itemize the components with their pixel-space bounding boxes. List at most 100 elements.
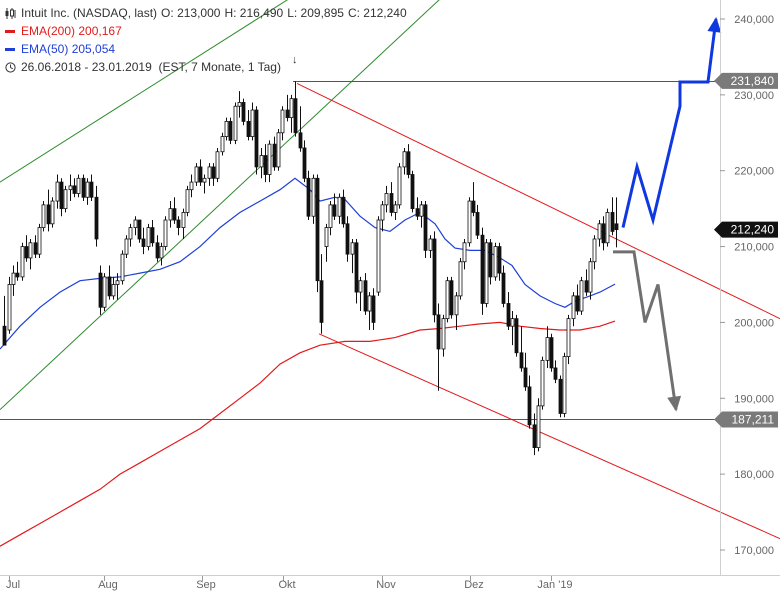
range-start-marker: ↓: [292, 54, 298, 66]
candle-body-down: [410, 174, 415, 210]
candle: [259, 147, 264, 179]
candle-body-down: [285, 109, 290, 119]
price-badge-shape: [714, 221, 778, 238]
x-axis: Jul Aug Sep Okt Nov Dez Jan '19: [0, 575, 780, 591]
candle-body-up: [207, 166, 212, 179]
candle: [63, 185, 68, 213]
candle: [246, 110, 251, 141]
candle-body-down: [415, 208, 420, 217]
candle: [189, 174, 194, 198]
candle-body-up: [7, 284, 12, 331]
candle-body-down: [137, 219, 142, 240]
candle-body-down: [558, 378, 563, 414]
candle: [81, 174, 86, 202]
candle-body-down: [514, 318, 519, 354]
candle-body-down: [449, 280, 454, 316]
candle-body-down: [24, 246, 29, 259]
candle-body-down: [263, 155, 268, 175]
candle-body-down: [155, 242, 160, 259]
candle: [280, 106, 285, 141]
price-badge-shape: [714, 411, 778, 428]
candle-body-up: [202, 177, 207, 183]
candle: [393, 201, 398, 221]
candle-body-up: [579, 280, 584, 312]
candle-body-down: [81, 177, 86, 198]
trend-lines: [0, 0, 780, 540]
candle: [146, 223, 151, 251]
candle: [514, 314, 519, 357]
candle: [76, 174, 81, 198]
candle: [484, 238, 489, 308]
candle: [224, 117, 229, 141]
candle-body-up: [185, 189, 190, 213]
legend-ema50-row: EMA(50) 205,054: [5, 40, 407, 58]
candle: [85, 178, 90, 205]
ema50-swatch: [5, 47, 15, 51]
legend-range-note: (EST, 7 Monate, 1 Tag): [158, 60, 281, 74]
candlesticks: [2, 81, 619, 456]
candle-body-down: [480, 234, 485, 304]
candle: [410, 170, 415, 213]
candle-body-up: [462, 242, 467, 263]
candle-body-up: [510, 318, 515, 327]
candle: [68, 174, 73, 202]
candle-body-up: [224, 121, 229, 137]
candle-body-down: [553, 367, 558, 380]
candle-body-up: [380, 204, 385, 221]
candle: [50, 197, 55, 228]
candle: [241, 98, 246, 126]
candle-body-up: [194, 166, 199, 183]
candle-body-up: [397, 166, 402, 206]
candle-body-up: [419, 204, 424, 217]
candle: [588, 257, 593, 300]
candle: [523, 352, 528, 391]
uptrend-channel-line-1: [0, 0, 440, 411]
candle-body-down: [254, 109, 259, 168]
candle: [341, 189, 346, 228]
x-tick-label: Sep: [196, 579, 216, 591]
candle-body-up: [102, 276, 107, 308]
candle: [428, 235, 433, 258]
candle: [185, 185, 190, 217]
candle-body-up: [85, 181, 90, 198]
candle-body-down: [488, 242, 493, 278]
y-tick-label: 240,000: [734, 14, 774, 26]
candle: [605, 208, 610, 247]
candle-body-up: [189, 181, 194, 191]
candle-body-up: [20, 246, 25, 278]
candle-body-up: [163, 219, 168, 247]
candle: [488, 238, 493, 285]
candle-body-up: [233, 105, 238, 141]
candle-body-up: [311, 177, 316, 217]
candle: [150, 220, 155, 247]
ema200-swatch: [5, 29, 15, 33]
candle-body-up: [562, 356, 567, 414]
candle: [467, 197, 472, 247]
x-tick-label: Jul: [6, 579, 20, 591]
candle: [198, 159, 203, 186]
candle: [371, 288, 376, 331]
candle-body-down: [89, 181, 94, 198]
candle-body-down: [72, 185, 77, 194]
candle: [436, 303, 441, 391]
candle-body-down: [198, 166, 203, 183]
candle: [536, 398, 541, 452]
y-tick-label: 180,000: [734, 469, 774, 481]
legend-ema200-label: EMA(200): [21, 24, 76, 38]
candle: [176, 216, 181, 236]
candle: [493, 242, 498, 281]
price-badge-label: 212,240: [731, 223, 775, 237]
candle: [172, 197, 177, 224]
candle-body-up: [350, 242, 355, 255]
candle: [94, 185, 99, 247]
y-tick-label: 190,000: [734, 393, 774, 405]
candle: [55, 174, 60, 209]
x-tick-label: Dez: [464, 579, 484, 591]
candle-body-up: [276, 132, 281, 168]
candle-body-up: [168, 208, 173, 221]
candle-body-up: [358, 280, 363, 293]
candle-body-up: [111, 284, 116, 297]
candle: [540, 356, 545, 410]
candle: [445, 276, 450, 323]
